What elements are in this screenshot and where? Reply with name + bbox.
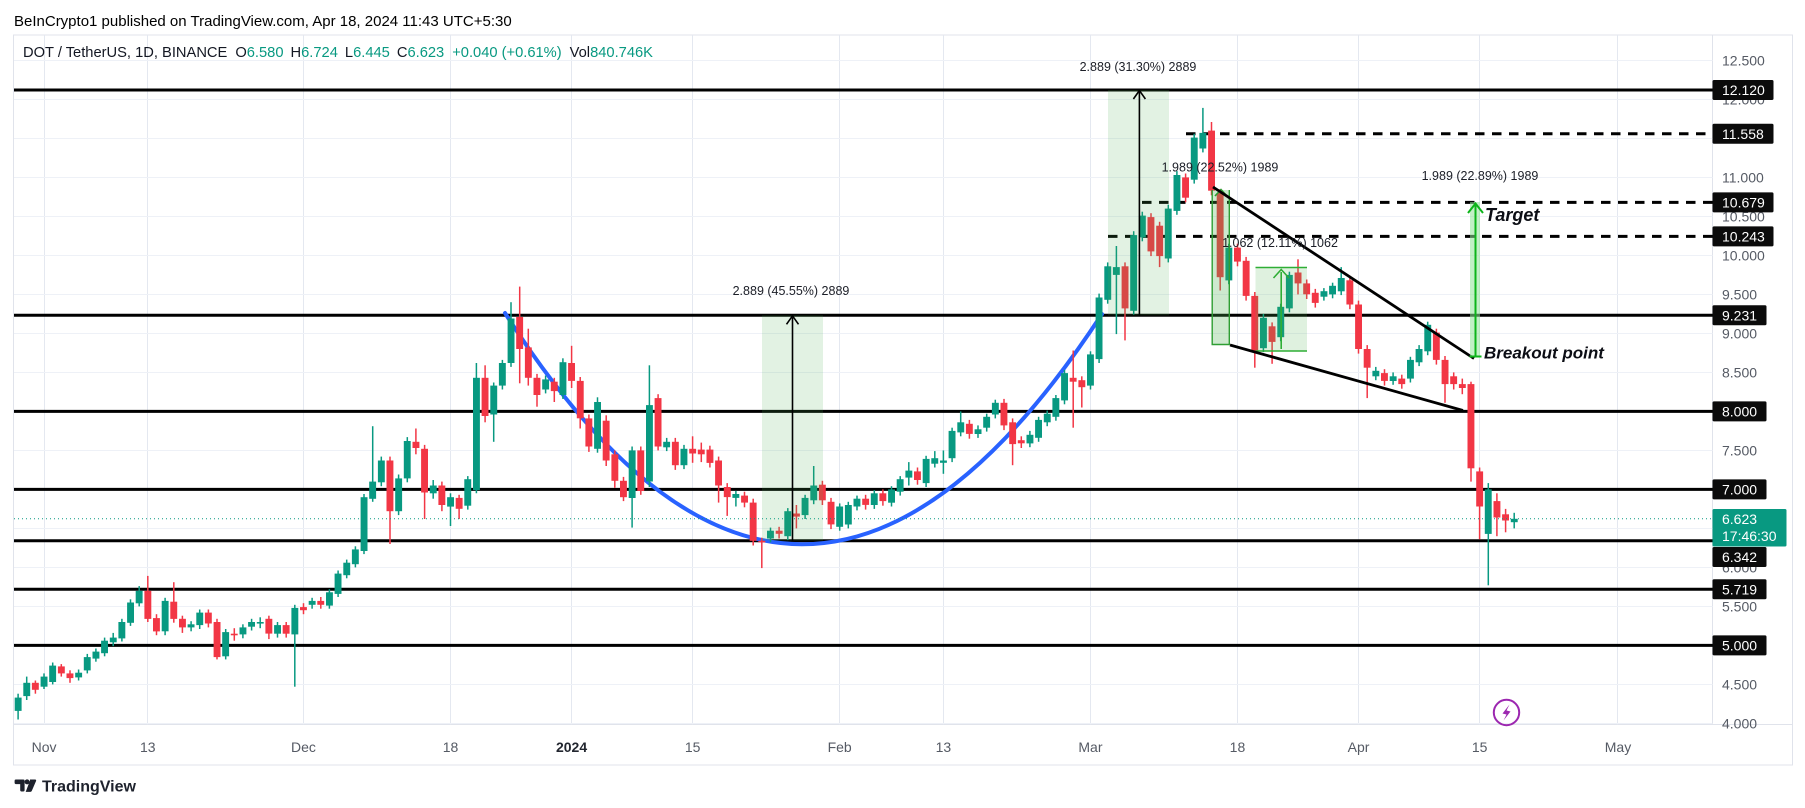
svg-text:6.342: 6.342 bbox=[1722, 549, 1757, 565]
svg-text:10.243: 10.243 bbox=[1722, 228, 1765, 244]
svg-text:4.500: 4.500 bbox=[1722, 676, 1757, 692]
svg-text:12.120: 12.120 bbox=[1722, 82, 1765, 98]
svg-text:9.000: 9.000 bbox=[1722, 325, 1757, 341]
svg-text:Feb: Feb bbox=[828, 739, 852, 755]
svg-text:7.500: 7.500 bbox=[1722, 442, 1757, 458]
svg-text:TradingView: TradingView bbox=[42, 779, 137, 796]
svg-text:Apr: Apr bbox=[1348, 739, 1370, 755]
svg-text:15: 15 bbox=[685, 739, 701, 755]
svg-text:5.719: 5.719 bbox=[1722, 581, 1757, 597]
svg-text:15: 15 bbox=[1472, 739, 1488, 755]
svg-text:18: 18 bbox=[443, 739, 459, 755]
svg-text:10.679: 10.679 bbox=[1722, 194, 1765, 210]
svg-text:12.500: 12.500 bbox=[1722, 52, 1765, 68]
svg-text:13: 13 bbox=[936, 739, 952, 755]
svg-text:8.000: 8.000 bbox=[1722, 403, 1757, 419]
svg-text:1.989 (22.89%) 1989: 1.989 (22.89%) 1989 bbox=[1422, 169, 1539, 183]
svg-text:2024: 2024 bbox=[556, 739, 587, 755]
svg-text:13: 13 bbox=[140, 739, 156, 755]
svg-text:9.231: 9.231 bbox=[1722, 307, 1757, 323]
svg-text:17:46:30: 17:46:30 bbox=[1722, 528, 1777, 544]
svg-text:2.889 (31.30%) 2889: 2.889 (31.30%) 2889 bbox=[1080, 60, 1197, 74]
svg-text:4.000: 4.000 bbox=[1722, 715, 1757, 731]
svg-text:11.000: 11.000 bbox=[1722, 169, 1764, 185]
svg-text:5.500: 5.500 bbox=[1722, 598, 1757, 614]
svg-text:2.889 (45.55%) 2889: 2.889 (45.55%) 2889 bbox=[733, 284, 850, 298]
svg-text:5.000: 5.000 bbox=[1722, 637, 1757, 653]
svg-text:Mar: Mar bbox=[1078, 739, 1102, 755]
svg-text:Target: Target bbox=[1485, 205, 1540, 225]
svg-text:BeInCrypto1 published on Tradi: BeInCrypto1 published on TradingView.com… bbox=[14, 13, 512, 30]
svg-text:Nov: Nov bbox=[32, 739, 57, 755]
svg-text:Dec: Dec bbox=[291, 739, 316, 755]
svg-text:9.500: 9.500 bbox=[1722, 286, 1757, 302]
svg-text:May: May bbox=[1605, 739, 1631, 755]
svg-text:10.000: 10.000 bbox=[1722, 247, 1765, 263]
svg-text:8.500: 8.500 bbox=[1722, 364, 1757, 380]
svg-text:7.000: 7.000 bbox=[1722, 481, 1757, 497]
svg-text:11.558: 11.558 bbox=[1722, 126, 1764, 142]
svg-text:Breakout point: Breakout point bbox=[1484, 344, 1605, 363]
svg-text:1.989 (22.52%) 1989: 1.989 (22.52%) 1989 bbox=[1162, 161, 1279, 175]
svg-text:18: 18 bbox=[1230, 739, 1246, 755]
svg-text:1.062 (12.11%) 1062: 1.062 (12.11%) 1062 bbox=[1222, 236, 1338, 250]
svg-text:6.623: 6.623 bbox=[1722, 511, 1757, 527]
